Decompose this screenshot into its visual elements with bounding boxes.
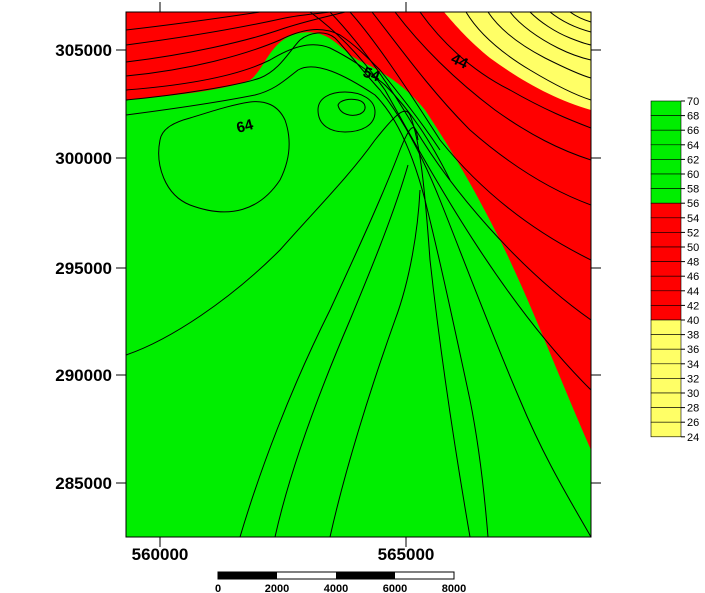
legend-label: 28 (687, 403, 699, 415)
scale-label: 0 (215, 583, 221, 593)
scale-bar: 0 2000 4000 6000 8000 (215, 571, 466, 593)
legend-label: 30 (687, 388, 699, 400)
legend-swatch (650, 100, 682, 116)
legend-swatch (650, 348, 682, 365)
legend-label: 46 (687, 271, 699, 283)
map-plot-area: 64 54 44 (126, 12, 591, 537)
legend-label: 48 (687, 257, 699, 269)
legend-label: 54 (687, 213, 699, 225)
y-tick-label: 290000 (55, 366, 112, 385)
contour-lines (126, 12, 591, 537)
legend-label: 64 (687, 140, 699, 152)
legend-swatch (650, 129, 682, 146)
legend-swatch (650, 173, 682, 189)
y-tick-label: 305000 (55, 41, 112, 60)
legend-swatch (650, 232, 682, 248)
legend-label: 38 (687, 330, 699, 342)
x-tick-label: 560000 (132, 545, 189, 564)
low-zone-fill (444, 12, 591, 110)
legend-swatch (650, 275, 682, 292)
legend-label: 36 (687, 344, 699, 356)
legend-label: 66 (687, 125, 699, 137)
legend-label: 24 (687, 432, 699, 444)
plot-frame (125, 11, 592, 538)
legend-label: 40 (687, 315, 699, 327)
legend-swatch (650, 407, 682, 423)
legend-swatch (650, 261, 682, 277)
legend-swatch (650, 334, 682, 350)
legend-label: 58 (687, 184, 699, 196)
legend-label: 70 (687, 96, 699, 108)
scale-label: 8000 (442, 583, 466, 593)
scale-label: 4000 (324, 583, 348, 593)
legend-swatch (650, 144, 682, 160)
legend-swatch (650, 217, 682, 233)
legend-swatch (650, 392, 682, 408)
legend-label: 52 (687, 227, 699, 239)
y-tick-label: 295000 (55, 259, 112, 278)
x-tick-label: 565000 (378, 545, 435, 564)
contour-label-44: 44 (448, 50, 471, 73)
legend-swatch (650, 188, 682, 204)
legend-swatch (650, 363, 682, 379)
legend-label: 62 (687, 154, 699, 166)
legend-swatch (650, 319, 682, 335)
legend-label: 34 (687, 359, 699, 371)
x-axis (159, 2, 407, 547)
legend-swatch (650, 115, 682, 131)
legend-swatch (650, 159, 682, 175)
scale-label: 6000 (383, 583, 407, 593)
legend-label: 26 (687, 417, 699, 429)
y-tick-label: 300000 (55, 149, 112, 168)
legend-swatch (650, 246, 682, 262)
mid-zone-fill (126, 12, 591, 450)
legend-swatch (650, 421, 682, 438)
legend-swatch (650, 305, 682, 321)
contour-label-64: 64 (235, 116, 256, 137)
legend-label: 68 (687, 111, 699, 123)
legend-swatch (650, 202, 682, 219)
legend-label: 32 (687, 373, 699, 385)
scale-label: 2000 (265, 583, 289, 593)
legend-label: 50 (687, 242, 699, 254)
y-axis (116, 49, 601, 484)
y-tick-label: 285000 (55, 474, 112, 493)
color-legend: 70 68 66 64 62 60 58 56 54 52 50 48 46 44 42 40 38 36 34 32… (650, 96, 699, 444)
legend-label: 56 (687, 198, 699, 210)
legend-label: 42 (687, 300, 699, 312)
legend-label: 44 (687, 286, 699, 298)
legend-label: 60 (687, 169, 699, 181)
legend-swatch (650, 290, 682, 306)
contour-label-54: 54 (361, 64, 383, 86)
legend-swatch (650, 378, 682, 394)
